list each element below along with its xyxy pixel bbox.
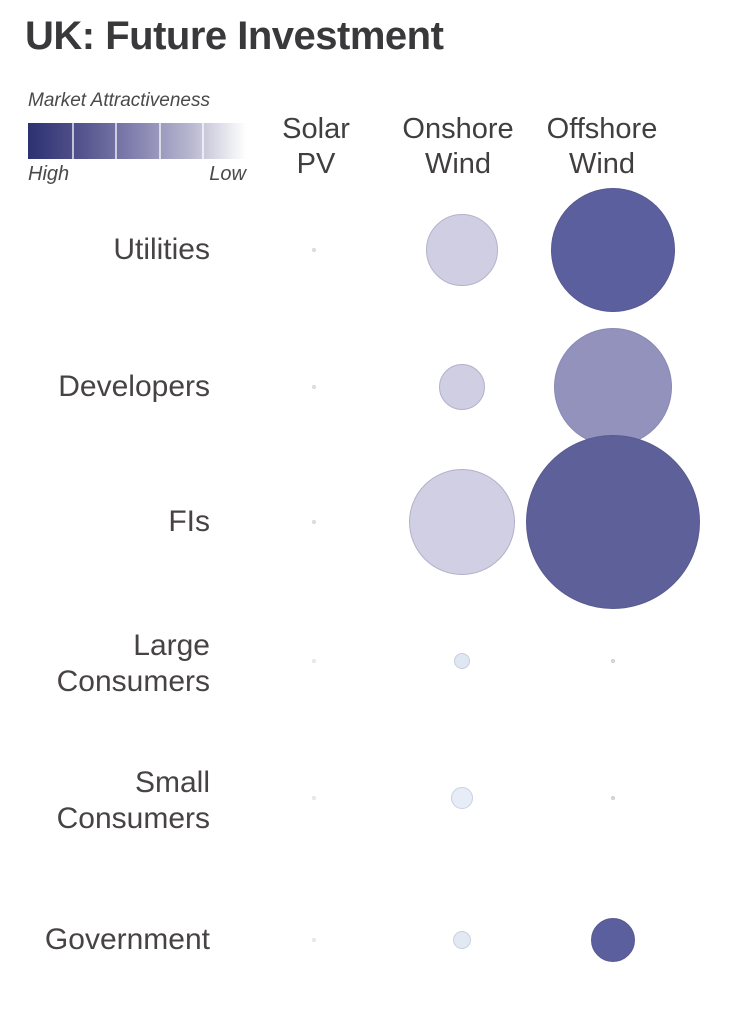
bubble-large-consumers-onshore-wind [454,653,470,669]
bubble-government-onshore-wind [453,931,471,949]
bubble-government-offshore-wind [591,918,635,962]
legend-bar-separator [115,123,118,159]
column-header-line: Wind [568,148,636,180]
legend-low-label: Low [209,163,246,185]
attractiveness-legend: Market Attractiveness High Low [28,90,246,186]
row-label-line: Developers [58,370,210,403]
legend-high-label: High [28,163,70,185]
row-label-line: Consumers [56,802,210,835]
legend-bar-separator [158,123,161,159]
column-header-line: Onshore [402,113,514,145]
bubble-fis-offshore-wind [526,435,700,609]
column-header-solar-pv: Solar PV [282,112,350,182]
row-label-line: Small [134,766,210,799]
bubble-fis-solar-pv [312,520,316,524]
column-header-onshore-wind: Onshore Wind [402,112,513,182]
bubble-developers-onshore-wind [439,364,485,410]
column-header-line: Offshore [546,113,658,145]
column-header-line: PV [296,148,336,180]
row-label-developers: Developers [58,369,210,405]
column-header-offshore-wind: Offshore Wind [547,112,658,182]
bubble-fis-onshore-wind [409,469,515,575]
bubble-utilities-solar-pv [312,248,316,252]
bubble-small-consumers-solar-pv [312,796,316,800]
legend-title: Market Attractiveness [28,90,210,111]
bubble-large-consumers-offshore-wind [611,659,615,663]
page-title: UK: Future Investment [25,14,444,58]
row-label-line: FIs [168,505,210,538]
row-label-small-consumers: Small Consumers [57,765,210,837]
row-label-line: Utilities [113,233,210,266]
legend-bar-separator [202,123,205,159]
row-label-line: Consumers [56,665,210,698]
bubble-utilities-onshore-wind [426,214,498,286]
bubble-government-solar-pv [312,938,316,942]
row-label-large-consumers: Large Consumers [57,628,210,700]
row-label-government: Government [45,922,210,958]
row-label-line: Government [44,923,210,956]
row-label-line: Large [133,629,210,662]
legend-end-labels: High Low [28,163,246,186]
row-label-utilities: Utilities [113,232,210,268]
row-label-fis: FIs [168,504,210,540]
bubble-developers-solar-pv [312,385,316,389]
column-header-line: Wind [424,148,492,180]
legend-bar-separator [71,123,74,159]
bubble-small-consumers-offshore-wind [611,796,615,800]
bubble-developers-offshore-wind [554,328,672,446]
legend-gradient-bar [28,123,246,159]
bubble-utilities-offshore-wind [551,188,675,312]
column-header-line: Solar [282,113,350,145]
bubble-small-consumers-onshore-wind [451,787,473,809]
bubble-large-consumers-solar-pv [312,659,316,663]
